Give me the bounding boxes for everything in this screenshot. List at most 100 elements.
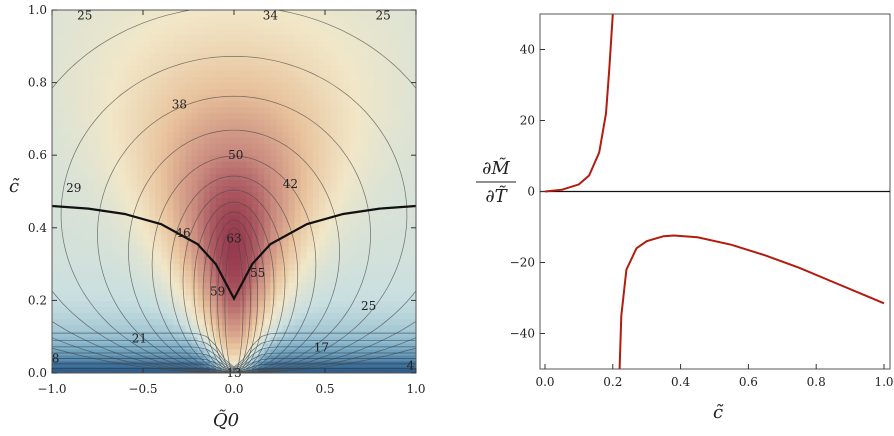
- density-cell: [306, 46, 314, 53]
- density-cell: [288, 179, 296, 187]
- left-ticks: −1.0 −0.5 0.0 0.5 1.00.00.20.40.60.81.0: [28, 3, 426, 396]
- density-cell: [82, 94, 89, 102]
- density-cell: [221, 173, 229, 180]
- density-cell: [246, 197, 253, 205]
- density-cell: [149, 330, 156, 338]
- density-cell: [258, 179, 265, 187]
- density-cell: [179, 300, 187, 308]
- density-cell: [124, 112, 132, 120]
- density-cell: [167, 161, 174, 168]
- density-cell: [52, 252, 59, 259]
- density-cell: [167, 215, 174, 223]
- density-cell: [100, 179, 108, 187]
- density-cell: [355, 118, 362, 126]
- density-cell: [391, 324, 399, 332]
- density-cell: [331, 46, 338, 53]
- density-cell: [337, 10, 344, 17]
- density-cell: [112, 318, 120, 326]
- density-cell: [143, 131, 150, 138]
- density-cell: [276, 306, 284, 314]
- density-cell: [112, 106, 120, 114]
- density-cell: [264, 137, 271, 144]
- density-cell: [118, 149, 126, 156]
- density-cell: [300, 52, 308, 59]
- density-cell: [161, 46, 168, 53]
- density-cell: [64, 88, 71, 96]
- density-cell: [94, 245, 102, 253]
- density-cell: [215, 294, 223, 301]
- density-cell: [76, 233, 83, 241]
- density-cell: [306, 167, 314, 174]
- density-cell: [149, 306, 156, 314]
- density-cell: [64, 264, 71, 271]
- density-cell: [361, 282, 369, 289]
- density-cell: [282, 16, 290, 23]
- density-cell: [106, 294, 114, 301]
- density-cell: [124, 167, 132, 174]
- density-cell: [288, 124, 296, 132]
- density-cell: [173, 155, 180, 162]
- density-cell: [136, 366, 144, 373]
- density-cell: [112, 58, 120, 66]
- density-cell: [82, 342, 89, 350]
- density-cell: [294, 118, 302, 126]
- density-cell: [76, 10, 83, 17]
- density-cell: [203, 245, 211, 253]
- density-cell: [270, 318, 278, 326]
- density-cell: [397, 215, 405, 223]
- density-cell: [82, 10, 89, 17]
- density-cell: [82, 70, 89, 78]
- density-cell: [52, 131, 59, 138]
- density-cell: [397, 64, 405, 72]
- density-cell: [82, 137, 89, 144]
- density-cell: [106, 22, 114, 29]
- density-cell: [403, 191, 411, 199]
- density-cell: [167, 28, 174, 35]
- density-cell: [185, 124, 193, 132]
- density-cell: [403, 215, 411, 223]
- density-cell: [130, 197, 138, 205]
- density-cell: [161, 52, 168, 59]
- density-cell: [300, 179, 308, 187]
- density-cell: [288, 161, 296, 168]
- density-cell: [179, 46, 187, 53]
- density-cell: [300, 70, 308, 78]
- density-cell: [58, 58, 65, 66]
- density-cell: [276, 70, 284, 78]
- density-cell: [409, 179, 416, 187]
- density-cell: [349, 366, 356, 373]
- density-cell: [282, 161, 290, 168]
- density-cell: [118, 342, 126, 350]
- density-cell: [52, 312, 59, 320]
- density-cell: [203, 197, 211, 205]
- density-cell: [252, 264, 259, 271]
- density-cell: [82, 58, 89, 66]
- density-cell: [179, 149, 187, 156]
- density-cell: [203, 306, 211, 314]
- density-cell: [246, 131, 253, 138]
- density-cell: [106, 282, 114, 289]
- density-cell: [270, 22, 278, 29]
- density-cell: [343, 173, 350, 180]
- density-cell: [343, 318, 350, 326]
- density-cell: [88, 227, 96, 235]
- density-cell: [337, 270, 344, 277]
- density-cell: [88, 161, 96, 168]
- density-cell: [294, 294, 302, 301]
- density-cell: [136, 294, 144, 301]
- density-cell: [337, 161, 344, 168]
- density-cell: [161, 233, 168, 241]
- density-cell: [258, 28, 265, 35]
- density-cell: [94, 330, 102, 338]
- density-cell: [312, 366, 320, 373]
- density-cell: [112, 82, 120, 90]
- density-cell: [209, 185, 217, 193]
- density-cell: [355, 330, 362, 338]
- density-cell: [100, 64, 108, 72]
- density-cell: [209, 215, 217, 223]
- density-cell: [252, 203, 259, 211]
- density-cell: [349, 203, 356, 211]
- density-cell: [70, 288, 77, 295]
- density-cell: [149, 342, 156, 350]
- density-cell: [112, 131, 120, 138]
